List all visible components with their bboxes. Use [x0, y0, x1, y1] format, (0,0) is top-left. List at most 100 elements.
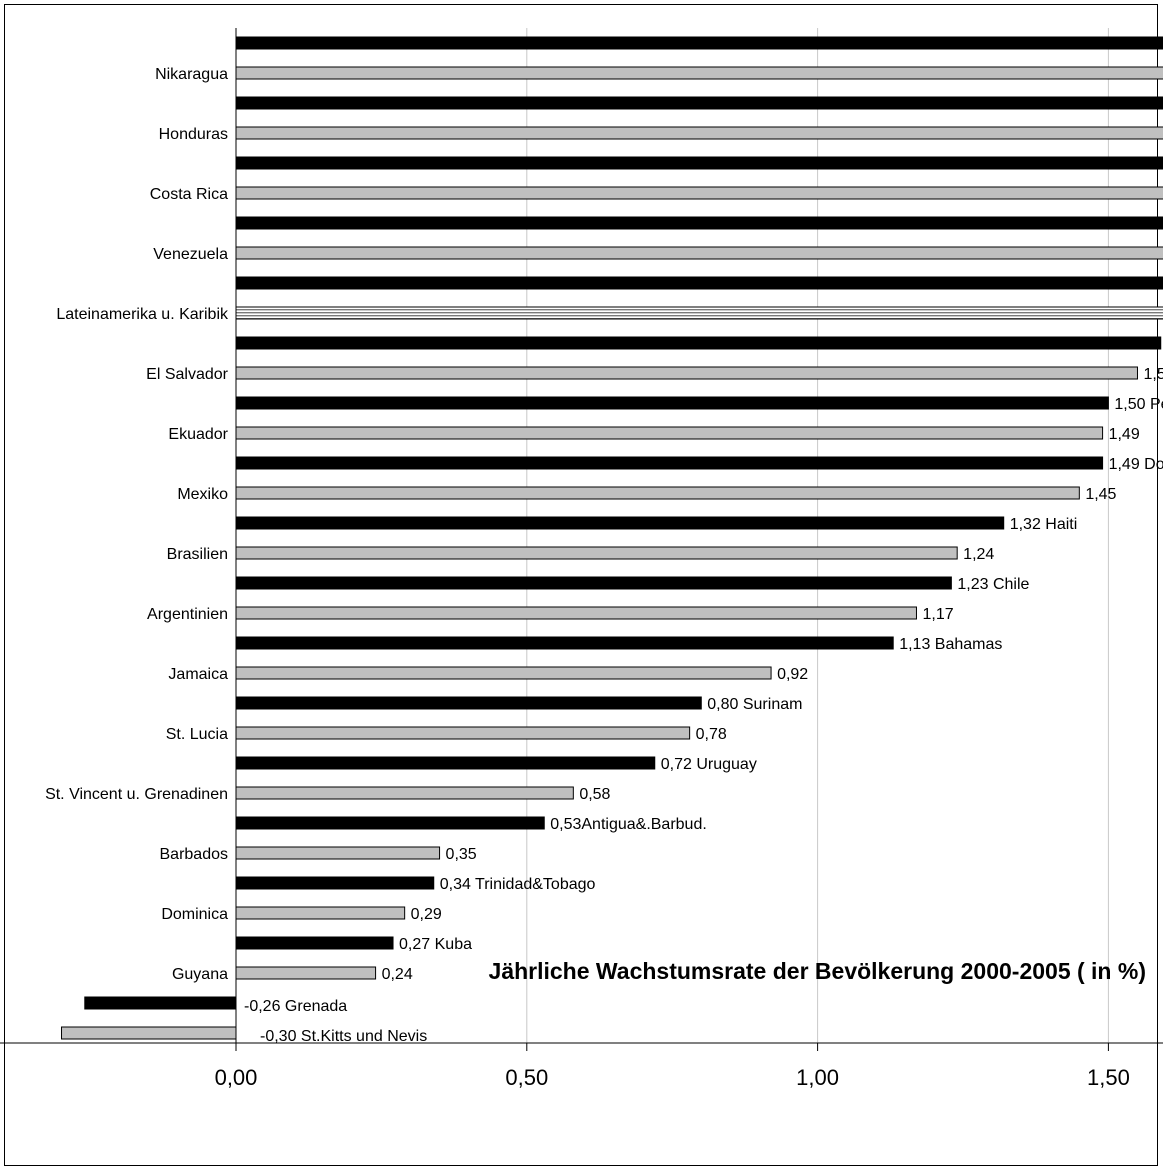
x-tick-label: 0,50 [505, 1065, 548, 1090]
data-value: 1,49 [1109, 456, 1145, 473]
bar [235, 36, 1163, 50]
bar [235, 486, 1080, 500]
data-label: 1,23 Chile [957, 576, 1029, 593]
chart-title: Jährliche Wachstumsrate der Bevölkerung … [489, 958, 1146, 984]
bar [235, 156, 1163, 170]
bar [235, 546, 958, 560]
category-label: Uruguay [696, 756, 756, 773]
category-label: Chile [993, 576, 1030, 593]
bar [235, 906, 406, 920]
data-value: 1,50 [1114, 396, 1150, 413]
bar [235, 606, 917, 620]
data-label: 1,55 [1143, 366, 1163, 383]
category-label: Costa Rica [150, 186, 228, 203]
bar [235, 396, 1109, 410]
category-label: Jamaica [168, 666, 228, 683]
data-label: 0,34 Trinidad&Tobago [440, 876, 596, 893]
bar [235, 96, 1163, 110]
bar [235, 456, 1104, 470]
category-label: Trinidad&Tobago [475, 876, 595, 893]
data-label: 0,58 [579, 786, 610, 803]
data-label: 1,49 Dominikan. Rep. [1109, 456, 1163, 473]
x-tick-label: 1,00 [796, 1065, 839, 1090]
category-label: Ekuador [168, 426, 228, 443]
data-label: 0,92 [777, 666, 808, 683]
data-value: 0,27 [399, 936, 435, 953]
bar [235, 936, 394, 950]
category-label: Dominica [161, 906, 228, 923]
bar [235, 246, 1163, 260]
category-label: Bahamas [935, 636, 1003, 653]
category-label: Argentinien [147, 606, 228, 623]
data-value: 1,23 [957, 576, 993, 593]
data-label: 0,78 [696, 726, 727, 743]
category-label: Kuba [435, 936, 472, 953]
data-label: 0,80 Surinam [707, 696, 802, 713]
bar [235, 426, 1104, 440]
category-label: St. Vincent u. Grenadinen [45, 786, 228, 803]
data-label: 1,32 Haiti [1010, 516, 1078, 533]
data-label: 0,24 [382, 966, 413, 983]
x-tick-label: 1,50 [1087, 1065, 1130, 1090]
category-label: Dominikan. Rep. [1144, 456, 1163, 473]
category-label: Haiti [1045, 516, 1077, 533]
data-label: 0,35 [446, 846, 477, 863]
category-label: Mexiko [177, 486, 228, 503]
bar [235, 516, 1005, 530]
bars [61, 36, 1163, 1040]
bar [235, 696, 702, 710]
bar [235, 966, 377, 980]
x-axis: -0,500,000,501,001,502,002,503,00 [0, 28, 1163, 1090]
data-label: 0,72 Uruguay [661, 756, 757, 773]
category-label: Grenada [285, 998, 347, 1015]
category-label: St. Lucia [166, 726, 228, 743]
category-label: Honduras [159, 126, 228, 143]
bar [235, 576, 952, 590]
data-label: 0,53Antigua&.Barbud. [550, 816, 707, 833]
category-label: Antigua&.Barbud. [581, 816, 706, 833]
bar [235, 786, 574, 800]
data-label: 1,49 [1109, 426, 1140, 443]
category-label: Nikaragua [155, 66, 228, 83]
category-label: Lateinamerika u. Karibik [56, 306, 229, 323]
data-label: 1,50 Peru [1114, 396, 1163, 413]
data-value: 1,32 [1010, 516, 1046, 533]
bar [235, 216, 1163, 230]
bar [235, 876, 435, 890]
category-label: Peru [1150, 396, 1163, 413]
data-label: 1,24 [963, 546, 994, 563]
category-label: Barbados [160, 846, 229, 863]
data-label: 0,29 [411, 906, 442, 923]
category-label: El Salvador [146, 366, 228, 383]
data-value: 0,72 [661, 756, 697, 773]
data-label: 1,45 [1085, 486, 1116, 503]
bar [84, 996, 237, 1010]
data-label: 0,27 Kuba [399, 936, 472, 953]
data-value: -0,30 [260, 1028, 301, 1045]
category-label: Venezuela [153, 246, 228, 263]
bar [235, 816, 545, 830]
bar [235, 666, 772, 680]
data-value: 1,13 [899, 636, 935, 653]
bar [235, 636, 894, 650]
bar [235, 66, 1163, 80]
data-value: 0,34 [440, 876, 475, 893]
data-value: -0,26 [244, 998, 285, 1015]
data-label: -0,30 St.Kitts und Nevis [260, 1028, 427, 1045]
bar [235, 276, 1163, 290]
bar [235, 336, 1162, 350]
category-label: Brasilien [167, 546, 228, 563]
category-label: Guyana [172, 966, 228, 983]
bar [235, 126, 1163, 140]
bar [61, 1026, 237, 1040]
bar [235, 756, 656, 770]
bar [235, 186, 1163, 200]
bar [235, 366, 1138, 380]
category-label: St.Kitts und Nevis [301, 1028, 427, 1045]
bar [235, 726, 691, 740]
data-value: 0,80 [707, 696, 743, 713]
labels: 2,55 GuatemalaNikaragua2,432,37 Paraguay… [45, 66, 1163, 1045]
data-value: 0,53 [550, 816, 581, 833]
bar [235, 306, 1163, 320]
